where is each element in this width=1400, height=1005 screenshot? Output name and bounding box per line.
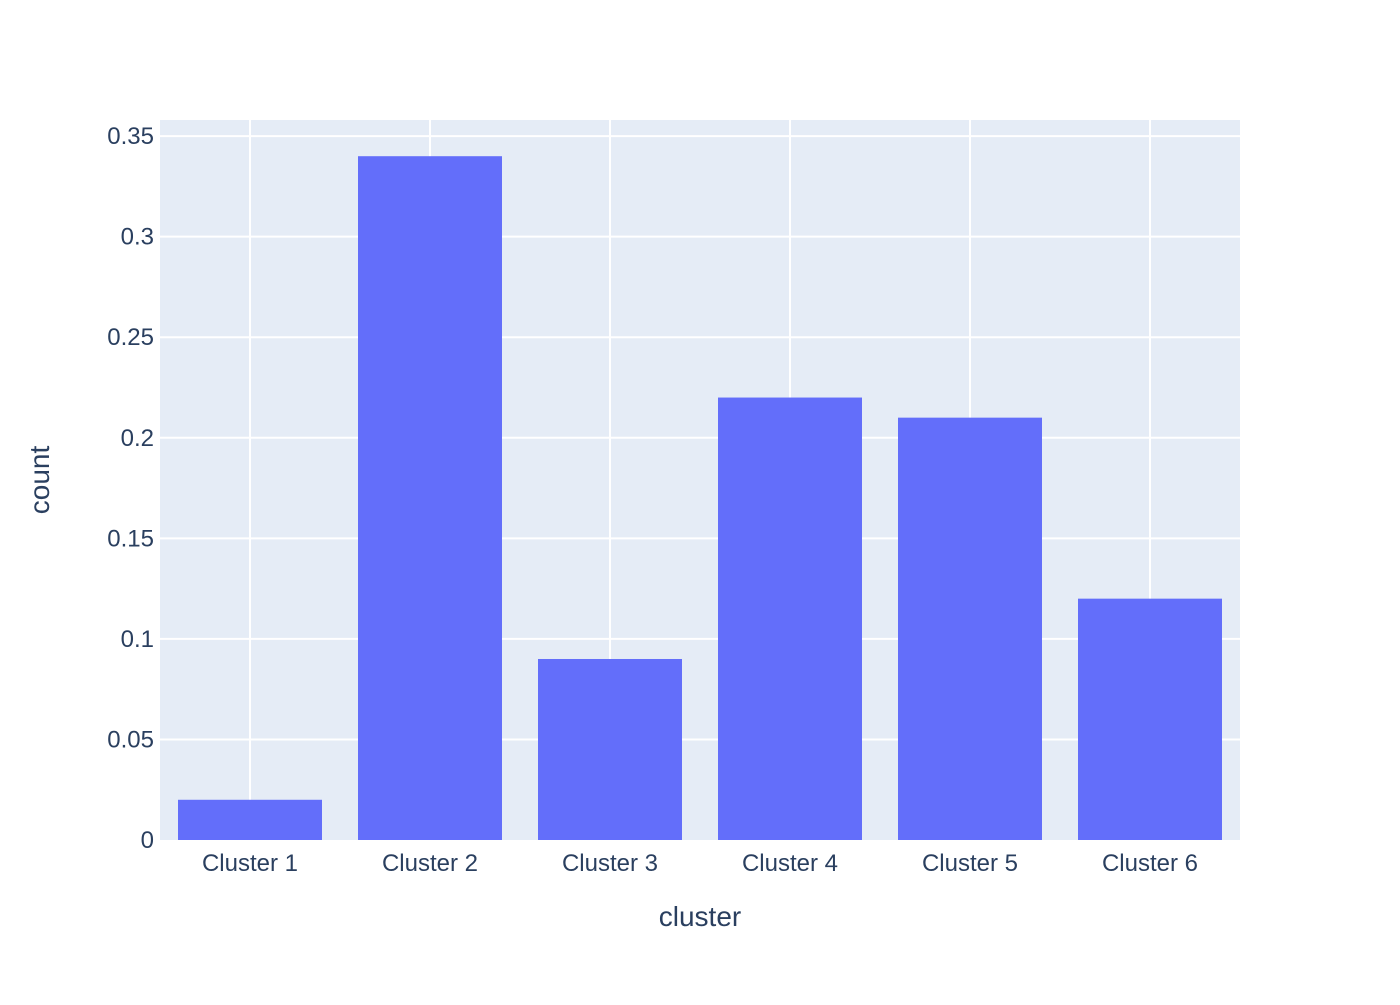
plot-area	[160, 120, 1240, 840]
y-axis-ticks: 0 0.05 0.1 0.15 0.2 0.25 0.3 0.35	[107, 123, 154, 854]
y-tick-label: 0.2	[121, 425, 154, 452]
x-tick-label: Cluster 2	[382, 850, 478, 877]
bars	[178, 156, 1222, 840]
x-tick-label: Cluster 6	[1102, 850, 1198, 877]
y-tick-label: 0.15	[107, 525, 154, 552]
y-axis-title: count	[24, 446, 55, 515]
bar-cluster-2[interactable]	[358, 156, 502, 840]
x-tick-label: Cluster 5	[922, 850, 1018, 877]
x-tick-label: Cluster 1	[202, 850, 298, 877]
y-tick-label: 0.05	[107, 726, 154, 753]
x-axis-title: cluster	[659, 901, 741, 932]
y-tick-label: 0.35	[107, 123, 154, 150]
x-axis-ticks: Cluster 1 Cluster 2 Cluster 3 Cluster 4 Clus…	[202, 850, 1198, 877]
bar-cluster-5[interactable]	[898, 417, 1042, 840]
bar-cluster-1[interactable]	[178, 799, 322, 840]
y-tick-label: 0.3	[121, 224, 154, 251]
x-tick-label: Cluster 3	[562, 850, 658, 877]
y-tick-label: 0	[141, 827, 154, 854]
y-tick-label: 0.1	[121, 626, 154, 653]
x-tick-label: Cluster 4	[742, 850, 838, 877]
y-tick-label: 0.25	[107, 324, 154, 351]
bar-cluster-3[interactable]	[538, 658, 682, 840]
bar-cluster-4[interactable]	[718, 397, 862, 840]
bar-cluster-6[interactable]	[1078, 598, 1222, 840]
